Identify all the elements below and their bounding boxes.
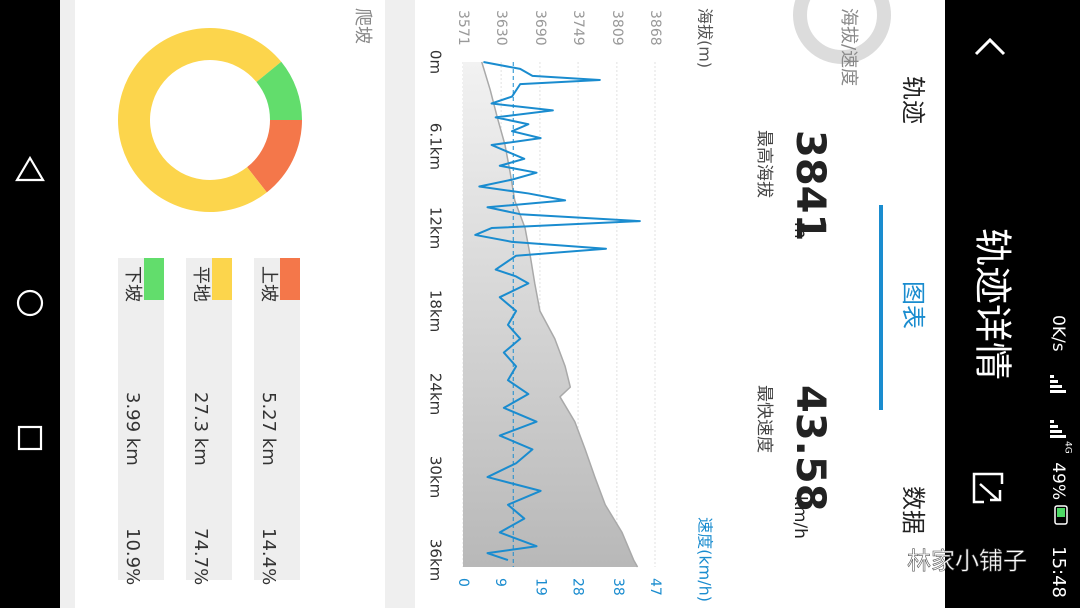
altitude-unit: m bbox=[790, 222, 810, 239]
battery-level: 49% bbox=[1048, 462, 1068, 500]
x-tick-label: 24km bbox=[427, 373, 445, 415]
legend-distance: 3.99 km bbox=[122, 392, 143, 466]
max-altitude: 3841 bbox=[787, 130, 833, 241]
y-tick-label: 3630 bbox=[493, 10, 509, 46]
altitude-area bbox=[463, 62, 638, 567]
legend-row bbox=[186, 258, 232, 580]
x-tick-label: 36km bbox=[427, 539, 445, 581]
tab[interactable]: 数据 bbox=[899, 486, 927, 534]
legend-swatch bbox=[212, 258, 232, 300]
climb-title: 爬坡 bbox=[352, 8, 373, 44]
y-tick-label: 3571 bbox=[455, 10, 471, 46]
tab-indicator bbox=[879, 205, 883, 410]
climb-stats: 上坡 5.27 km 14.4% 平地 27.3 km 74.7% 下坡 3.99 km 10.… bbox=[118, 28, 302, 585]
legend-name: 平地 bbox=[190, 266, 211, 302]
y-tick-label: 3749 bbox=[570, 10, 586, 46]
net-speed: 0K/s bbox=[1048, 315, 1068, 352]
card-title: 海拔/速度 bbox=[838, 8, 859, 86]
battery-icon bbox=[1054, 505, 1068, 525]
legend-distance: 27.3 km bbox=[190, 392, 211, 466]
plot: 3571 3630 3690 3749 3809 3868 0 9 19 28 38 47 0m 6.1k… bbox=[427, 10, 664, 596]
clock: 15:48 bbox=[1048, 546, 1069, 598]
nav-buttons bbox=[15, 155, 45, 451]
x-tick-label: 18km bbox=[427, 290, 445, 332]
y2-axis-title: 速度(km/h) bbox=[696, 517, 715, 602]
y-tick-label: 3809 bbox=[609, 10, 625, 46]
legend-swatch bbox=[144, 258, 164, 300]
donut-slice bbox=[256, 61, 302, 120]
tab[interactable]: 轨迹 bbox=[899, 76, 927, 124]
nav-recent[interactable] bbox=[17, 425, 43, 451]
y-axis-title: 海拔(m) bbox=[696, 8, 715, 68]
donut-slice bbox=[118, 28, 282, 212]
legend-distance: 5.27 km bbox=[258, 392, 279, 466]
watermark-text: 林家小铺子 bbox=[907, 547, 1027, 575]
legend-percent: 74.7% bbox=[190, 528, 211, 585]
legend-name: 上坡 bbox=[258, 266, 279, 302]
nav-back[interactable] bbox=[15, 155, 45, 182]
altitude-line bbox=[481, 61, 639, 568]
speed-caption: 最快速度 bbox=[754, 385, 774, 453]
legend-percent: 10.9% bbox=[122, 528, 143, 585]
y-tick-label: 3690 bbox=[532, 10, 548, 46]
y2-tick-label: 28 bbox=[569, 578, 585, 596]
legend-percent: 14.4% bbox=[258, 528, 279, 585]
donut-slice bbox=[247, 120, 302, 193]
float-ring bbox=[793, 0, 891, 64]
legend-swatch bbox=[280, 258, 300, 300]
network-type: 4G bbox=[1063, 441, 1073, 454]
title-bar bbox=[945, 0, 1040, 608]
signal-icons bbox=[1050, 375, 1066, 438]
share-button[interactable] bbox=[972, 472, 1004, 504]
nav-home[interactable] bbox=[16, 289, 44, 317]
speed-line bbox=[474, 61, 641, 562]
back-button[interactable] bbox=[974, 37, 1006, 56]
x-tick-label: 12km bbox=[427, 207, 445, 249]
nav-bar bbox=[0, 0, 60, 608]
speed-unit: km/h bbox=[790, 496, 810, 539]
legend-row bbox=[118, 258, 164, 580]
x-tick-label: 0m bbox=[427, 50, 445, 74]
watermark: 林家小铺子 bbox=[864, 547, 1027, 576]
y2-tick-label: 47 bbox=[647, 578, 663, 596]
page-title: 轨迹详情 bbox=[971, 228, 1015, 380]
y2-tick-label: 38 bbox=[610, 578, 626, 596]
y-tick-label: 3868 bbox=[647, 10, 663, 46]
y2-tick-label: 19 bbox=[533, 578, 549, 596]
battery-fill bbox=[1057, 508, 1065, 517]
legend-name: 下坡 bbox=[122, 266, 143, 302]
x-tick-label: 30km bbox=[427, 456, 445, 498]
altitude-caption: 最高海拔 bbox=[754, 130, 774, 198]
tab-bar bbox=[880, 0, 945, 608]
status-bar bbox=[1040, 0, 1080, 608]
tab[interactable]: 图表 bbox=[899, 281, 927, 329]
legend-row bbox=[254, 258, 300, 580]
y2-tick-label: 9 bbox=[492, 578, 508, 587]
y2-tick-label: 0 bbox=[455, 578, 471, 587]
max-speed: 43.58 bbox=[787, 385, 833, 512]
x-tick-label: 6.1km bbox=[427, 123, 445, 170]
